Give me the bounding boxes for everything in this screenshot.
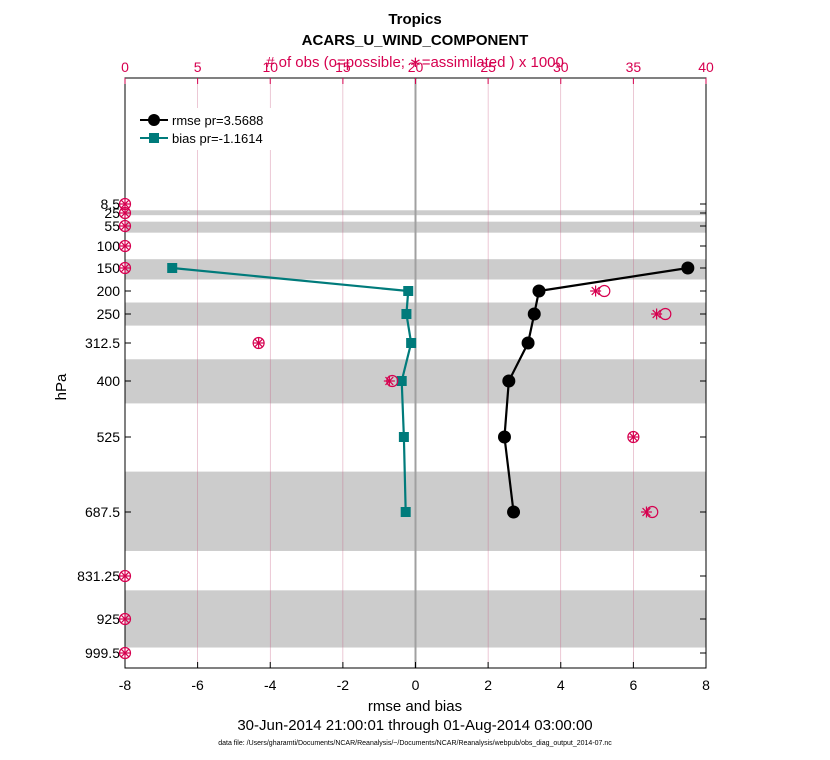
series-rmse-point xyxy=(502,374,516,388)
series-bias-point xyxy=(398,432,409,442)
top-tick-label: 30 xyxy=(553,59,569,75)
obs-assimilated-marker xyxy=(120,199,130,209)
obs-assimilated-marker xyxy=(120,241,130,251)
y-tick-label: 150 xyxy=(97,260,121,276)
top-axis-ticks: 0 5 10 15 20 25 30 35 40 xyxy=(121,59,714,84)
series-rmse-point xyxy=(497,430,511,444)
y-tick-label: 55 xyxy=(104,218,120,234)
series-bias-point xyxy=(401,309,412,319)
series-rmse-point xyxy=(532,284,546,298)
x-tick-label: 4 xyxy=(557,677,565,693)
top-tick-label: 40 xyxy=(698,59,714,75)
series-bias-point xyxy=(167,263,178,273)
obs-assimilated-marker xyxy=(120,614,130,624)
top-tick-label: 0 xyxy=(121,59,129,75)
y-tick-label: 200 xyxy=(97,283,121,299)
y-tick-label: 100 xyxy=(97,238,121,254)
date-range: 30-Jun-2014 21:00:01 through 01-Aug-2014… xyxy=(237,717,592,734)
obs-assimilated-marker xyxy=(120,263,130,273)
x-tick-label: 6 xyxy=(629,677,637,693)
obs-assimilated-marker xyxy=(120,221,130,231)
x-tick-label: -4 xyxy=(264,677,277,693)
x-tick-label: -6 xyxy=(191,677,204,693)
legend: rmse pr=3.5688 bias pr=-1.1614 xyxy=(133,108,283,150)
x-tick-label: 8 xyxy=(702,677,710,693)
obs-assimilated-marker xyxy=(120,208,130,218)
obs-assimilated-marker xyxy=(385,376,394,386)
y-tick-label: 250 xyxy=(97,306,121,322)
top-tick-label: 15 xyxy=(335,59,351,75)
series-bias-point xyxy=(396,376,407,386)
x-tick-label: -2 xyxy=(337,677,350,693)
y-tick-label: 925 xyxy=(97,611,121,627)
y-tick-label: 400 xyxy=(97,373,121,389)
x-tick-label: 0 xyxy=(412,677,420,693)
top-tick-label: 5 xyxy=(194,59,202,75)
y-tick-label: 831.25 xyxy=(77,568,120,584)
top-tick-label: 10 xyxy=(262,59,278,75)
y-tick-label: 25 xyxy=(104,205,120,221)
y-tick-label: 999.5 xyxy=(85,645,120,661)
bias-series xyxy=(167,263,417,517)
obs-assimilated-marker xyxy=(120,571,130,581)
obs-assimilated-marker xyxy=(591,286,600,296)
series-rmse-point xyxy=(681,261,695,275)
obs-assimilated-marker xyxy=(629,432,638,442)
legend-bias-label: bias pr=-1.1614 xyxy=(172,131,263,146)
obs-count-markers xyxy=(118,197,672,660)
legend-rmse-marker xyxy=(148,114,160,126)
data-file-note: data file: /Users/gharamti/Documents/NCA… xyxy=(218,740,612,747)
y-tick-label: 687.5 xyxy=(85,504,120,520)
chart-title: Tropics xyxy=(388,11,441,28)
top-tick-label: 20 xyxy=(408,59,424,75)
y-tick-label: 312.5 xyxy=(85,335,120,351)
obs-assimilated-marker xyxy=(642,507,651,517)
series-rmse-point xyxy=(507,505,521,519)
obs-assimilated-marker xyxy=(652,309,661,319)
top-tick-label: 25 xyxy=(480,59,496,75)
obs-assimilated-marker xyxy=(120,648,130,658)
x-axis-ticks: -8 -6 -4 -2 0 2 4 6 8 xyxy=(119,662,710,693)
legend-bias-marker xyxy=(149,133,159,143)
y-axis-label: hPa xyxy=(53,373,70,400)
top-tick-label: 35 xyxy=(626,59,642,75)
series-bias-point xyxy=(400,507,411,517)
y-tick-label: 8.5 xyxy=(101,196,121,212)
top-axis-label: # of obs (o=possible; ∗=assimilated ) x … xyxy=(266,54,564,71)
series-rmse-point xyxy=(527,307,541,321)
legend-rmse-label: rmse pr=3.5688 xyxy=(172,113,263,128)
obs-assimilated-marker xyxy=(254,338,263,348)
rmse-series xyxy=(497,261,695,519)
series-bias-point xyxy=(403,286,414,296)
x-tick-label: -8 xyxy=(119,677,132,693)
x-tick-label: 2 xyxy=(484,677,492,693)
series-bias-point xyxy=(406,338,417,348)
series-rmse-point xyxy=(521,336,535,350)
y-tick-label: 525 xyxy=(97,429,121,445)
x-axis-label: rmse and bias xyxy=(368,698,462,715)
chart-subtitle: ACARS_U_WIND_COMPONENT xyxy=(302,32,529,49)
